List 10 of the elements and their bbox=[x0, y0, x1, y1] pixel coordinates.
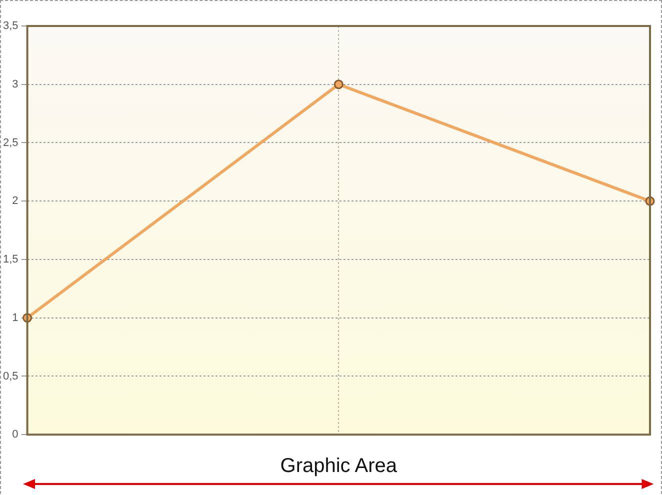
y-tick-label: 0,5 bbox=[2, 370, 18, 382]
y-tick-label: 0 bbox=[12, 428, 18, 441]
y-tick-label: 3 bbox=[12, 78, 18, 90]
y-tick-label: 2,5 bbox=[2, 136, 18, 149]
y-tick-label: 2 bbox=[12, 195, 18, 208]
text: Graphic Area bbox=[279, 455, 398, 478]
point bbox=[334, 80, 344, 90]
y-tick-label: 3,5 bbox=[2, 20, 18, 32]
y-tick-label: 1 bbox=[12, 312, 18, 324]
y-tick-label: 1,5 bbox=[2, 254, 18, 266]
